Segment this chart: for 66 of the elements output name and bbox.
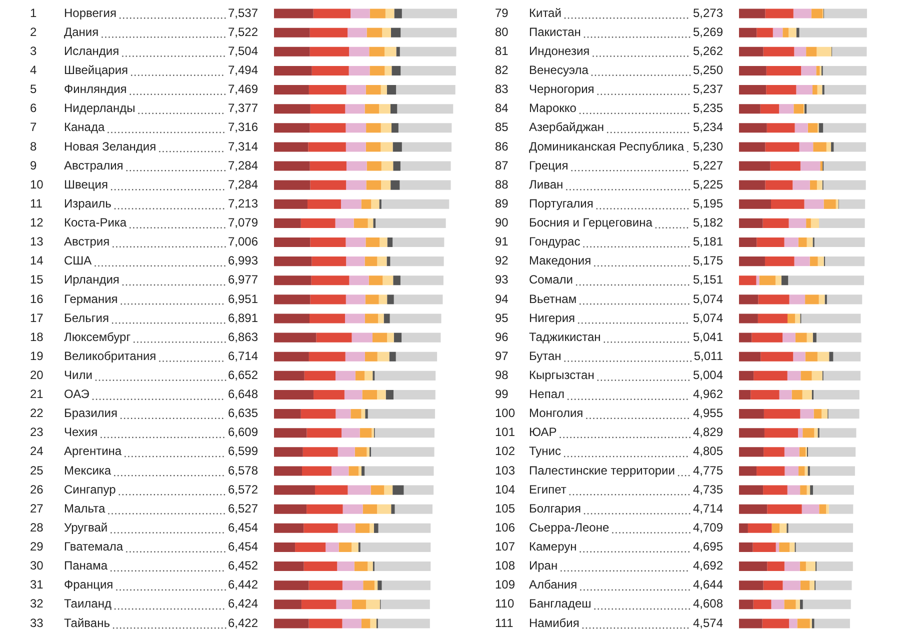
category-label: 31 Франция 6,442: [30, 578, 258, 592]
category-label: 5 Финляндия 7,469: [30, 82, 258, 96]
category-label: 13 Австрия 7,006: [30, 234, 258, 249]
category-label: 11 Израиль 7,213: [30, 196, 258, 210]
category-label: 24 Аргентина 6,599: [30, 444, 258, 458]
category-label: 19 Великобритания 6,714: [30, 348, 258, 363]
category-label: 97 Бутан 5,011: [495, 348, 723, 363]
category-label: 20 Чили 6,652: [30, 368, 258, 382]
category-label: 111 Намибия 4,574: [495, 616, 723, 630]
category-label: 107 Камерун 4,695: [495, 540, 723, 554]
category-label: 33 Тайвань 6,422: [30, 616, 258, 630]
category-label: 14 США 6,993: [30, 254, 258, 268]
category-label: 110 Бангладеш 4,608: [495, 596, 723, 611]
category-label: 2 Дания 7,522: [30, 24, 258, 39]
category-label: 89 Португалия 5,195: [495, 196, 723, 210]
category-label: 30 Панама 6,452: [30, 558, 258, 573]
category-label: 93 Сомали 5,151: [495, 272, 723, 287]
category-label: 80 Пакистан 5,269: [495, 24, 723, 39]
category-label: 109 Албания 4,644: [495, 578, 723, 592]
category-label: 83 Черногория 5,237: [495, 82, 723, 96]
category-label: 106 Сьерра-Леоне 4,709: [495, 520, 723, 534]
category-label: 28 Уругвай 6,454: [30, 520, 258, 534]
category-label: 100 Монголия 4,955: [495, 406, 723, 420]
category-label: 16 Германия 6,951: [30, 292, 258, 306]
category-label: 1 Норвегия 7,537: [30, 6, 258, 20]
category-label: 81 Индонезия 5,262: [495, 44, 723, 58]
category-label: 10 Швеция 7,284: [30, 177, 258, 192]
category-label: 101 ЮАР 4,829: [495, 425, 723, 440]
category-label: 90 Босния и Герцеговина 5,182: [495, 216, 723, 230]
category-label: 102 Тунис 4,805: [495, 444, 723, 458]
category-label: 7 Канада 7,316: [30, 120, 258, 134]
category-label: 6 Нидерланды 7,377: [30, 101, 258, 116]
category-label: 96 Таджикистан 5,041: [495, 330, 723, 344]
category-label: 27 Мальта 6,527: [30, 501, 258, 516]
category-label: 4 Швейцария 7,494: [30, 63, 258, 78]
category-label: 8 Новая Зеландия 7,314: [30, 139, 258, 154]
category-label: 21 ОАЭ 6,648: [30, 387, 258, 402]
category-label: 22 Бразилия 6,635: [30, 406, 258, 420]
category-label: 15 Ирландия 6,977: [30, 272, 258, 287]
category-label: 95 Нигерия 5,074: [495, 310, 723, 325]
category-label: 92 Македония 5,175: [495, 254, 723, 268]
category-label: 9 Австралия 7,284: [30, 158, 258, 172]
category-label: 99 Непал 4,962: [495, 387, 723, 402]
category-label: 25 Мексика 6,578: [30, 463, 258, 478]
category-label: 18 Люксембург 6,863: [30, 330, 258, 344]
category-label: 103 Палестинские территории 4,775: [495, 463, 723, 478]
category-label: 86 Доминиканская Республика 5,230: [495, 139, 723, 154]
category-label: 82 Венесуэла 5,250: [495, 63, 723, 78]
category-label: 17 Бельгия 6,891: [30, 310, 258, 325]
category-label: 108 Иран 4,692: [495, 558, 723, 573]
category-label: 94 Вьетнам 5,074: [495, 292, 723, 306]
category-label: 23 Чехия 6,609: [30, 425, 258, 440]
category-label: 87 Греция 5,227: [495, 158, 723, 172]
category-label: 84 Марокко 5,235: [495, 101, 723, 116]
category-label: 3 Исландия 7,504: [30, 44, 258, 58]
category-label: 105 Болгария 4,714: [495, 501, 723, 516]
category-label: 32 Таиланд 6,424: [30, 596, 258, 611]
category-label: 104 Египет 4,735: [495, 482, 723, 496]
category-label: 98 Кыргызстан 5,004: [495, 368, 723, 382]
category-label: 29 Гватемала 6,454: [30, 540, 258, 554]
category-label: 85 Азербайджан 5,234: [495, 120, 723, 134]
category-label: 88 Ливан 5,225: [495, 177, 723, 192]
category-label: 91 Гондурас 5,181: [495, 234, 723, 249]
category-label: 12 Коста-Рика 7,079: [30, 216, 258, 230]
category-label: 26 Сингапур 6,572: [30, 482, 258, 496]
category-label: 79 Китай 5,273: [495, 6, 723, 20]
